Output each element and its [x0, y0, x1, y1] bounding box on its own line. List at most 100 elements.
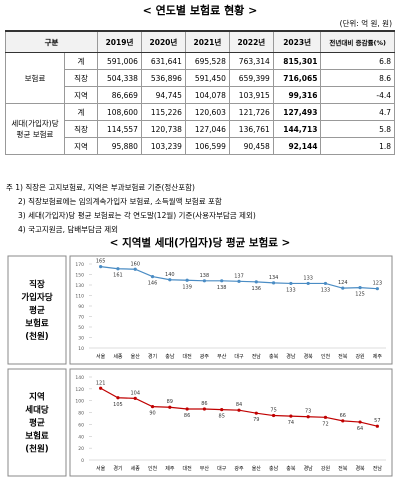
cell: 90,458: [228, 137, 274, 155]
y-tick-label: 30: [78, 336, 84, 342]
y-tick-label: 90: [78, 304, 84, 310]
y-tick-label: 140: [75, 375, 84, 381]
y-tick-label: 20: [78, 446, 84, 452]
point: [116, 396, 120, 400]
x-tick-label: 광주: [234, 465, 244, 472]
data-label: 138: [217, 285, 227, 291]
data-label: 85: [219, 414, 225, 420]
point: [202, 407, 207, 411]
data-label: 138: [200, 273, 210, 279]
x-tick-label: 경북: [304, 353, 314, 360]
x-tick-label: 대전: [183, 465, 193, 472]
cell: 106,599: [184, 137, 230, 155]
y-tick-label: 10: [78, 346, 84, 352]
point: [358, 286, 362, 290]
x-tick-label: 서울: [96, 465, 106, 472]
x-tick-label: 대전: [183, 353, 193, 360]
data-label: 124: [338, 280, 348, 286]
point: [237, 408, 241, 412]
y-label: 보험료: [25, 431, 49, 442]
x-tick-label: 대구: [217, 465, 227, 472]
data-label: 125: [355, 292, 365, 298]
x-tick-label: 충남: [165, 353, 175, 360]
x-tick-label: 충북: [286, 465, 296, 472]
row-label: 지역: [64, 137, 98, 155]
x-tick-label: 인천: [148, 465, 158, 472]
point: [341, 419, 345, 423]
data-label: 90: [149, 411, 155, 417]
header-cell: 2019년: [97, 30, 142, 53]
data-label: 160: [130, 261, 140, 267]
x-tick-label: 대구: [234, 353, 244, 360]
label-frame: [7, 255, 67, 365]
table-row: 지역 95,880 103,239 106,599 90,458 92,144 1.8: [6, 137, 395, 155]
x-tick-label: 경북: [355, 465, 365, 472]
note: 주 1) 직장은 고지보험료, 지역은 부과보험료 기준(정산포함): [6, 183, 195, 192]
note: 3) 세대(가입자)당 평균 보험료는 각 연도말(12월) 기준(사용자부담금…: [18, 211, 256, 220]
x-tick-label: 강원: [321, 465, 331, 472]
data-label: 74: [288, 420, 294, 426]
header-cell: 2020년: [140, 30, 186, 53]
x-tick-label: 경남: [304, 465, 314, 472]
point: [358, 420, 362, 424]
y-label: 세대당: [25, 405, 49, 416]
y-label: 직장: [29, 279, 45, 290]
point: [202, 279, 207, 283]
data-label: 137: [234, 273, 244, 279]
y-tick-label: 100: [75, 399, 84, 405]
data-label: 165: [96, 259, 106, 265]
y-label: 지역: [29, 392, 45, 403]
data-label: 133: [321, 287, 331, 293]
data-label: 139: [182, 284, 192, 290]
point: [271, 281, 276, 285]
cell: 103,239: [140, 137, 186, 155]
point: [323, 281, 328, 286]
unit: (단위: 억 원, 원): [339, 19, 392, 28]
x-tick-label: 전북: [338, 465, 348, 472]
y-tick-label: 40: [78, 434, 84, 440]
data-label: 161: [113, 273, 123, 279]
data-label: 86: [184, 413, 190, 419]
data-label: 75: [270, 408, 276, 414]
header-cell: 전년대비 증감률(%): [320, 30, 395, 53]
table: 구분 2019년 2020년 2021년 2022년 2023년 전년대비 증감률(%) 보험…: [5, 30, 395, 155]
data-label: 133: [303, 275, 313, 281]
data-label: 64: [357, 426, 363, 432]
point: [168, 278, 172, 282]
data-label: 84: [236, 402, 242, 408]
chart-frame: [69, 368, 393, 477]
notes: 주 1) 직장은 고지보험료, 지역은 부과보험료 기준(정산포함) 2) 직장보…: [6, 181, 256, 237]
y-label: 평균: [29, 305, 45, 316]
point: [99, 265, 103, 269]
y-label: (천원): [25, 331, 49, 342]
data-label: 66: [340, 413, 346, 419]
data-label: 79: [253, 417, 259, 423]
data-label: 73: [305, 409, 311, 415]
table-row: 직장 504,338 536,896 591,450 659,399 716,065 8.6: [6, 69, 395, 87]
data-label: 146: [148, 281, 158, 287]
y-tick-label: 70: [78, 315, 84, 321]
y-tick-label: 110: [75, 294, 84, 300]
x-tick-label: 경기: [113, 465, 122, 472]
cell: 92,144: [272, 137, 322, 155]
x-tick-label: 서울: [96, 353, 106, 360]
x-tick-label: 제주: [373, 353, 383, 360]
note: 4) 국고지원금, 담배부담금 제외: [18, 225, 119, 234]
x-tick-label: 경남: [286, 353, 296, 360]
chart-frame: [69, 255, 393, 365]
point: [185, 278, 189, 282]
point: [116, 267, 120, 271]
x-tick-label: 세종: [113, 353, 123, 360]
y-tick-label: 80: [78, 411, 84, 417]
y-label: (천원): [25, 444, 49, 455]
point: [150, 405, 155, 409]
point: [375, 424, 379, 428]
y-tick-label: 150: [75, 273, 84, 279]
y-label: 평균: [29, 418, 45, 429]
table-row: 직장 114,557 120,738 127,046 136,761 144,713 5.8: [6, 120, 395, 138]
data-label: 89: [167, 399, 173, 405]
point: [289, 414, 293, 418]
point: [133, 396, 137, 400]
